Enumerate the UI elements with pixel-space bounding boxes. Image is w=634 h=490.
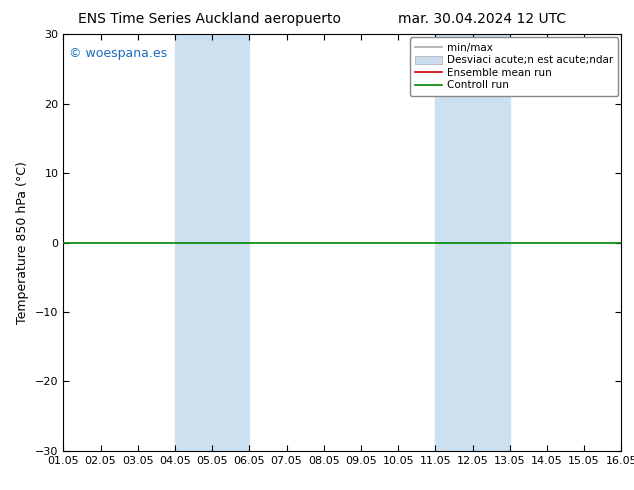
Text: © woespana.es: © woespana.es — [69, 47, 167, 60]
Text: mar. 30.04.2024 12 UTC: mar. 30.04.2024 12 UTC — [398, 12, 566, 26]
Bar — [436, 34, 510, 451]
Bar — [175, 34, 249, 451]
Text: ENS Time Series Auckland aeropuerto: ENS Time Series Auckland aeropuerto — [78, 12, 340, 26]
Legend: min/max, Desviaci acute;n est acute;ndar, Ensemble mean run, Controll run: min/max, Desviaci acute;n est acute;ndar… — [410, 37, 618, 96]
Y-axis label: Temperature 850 hPa (°C): Temperature 850 hPa (°C) — [16, 161, 30, 324]
